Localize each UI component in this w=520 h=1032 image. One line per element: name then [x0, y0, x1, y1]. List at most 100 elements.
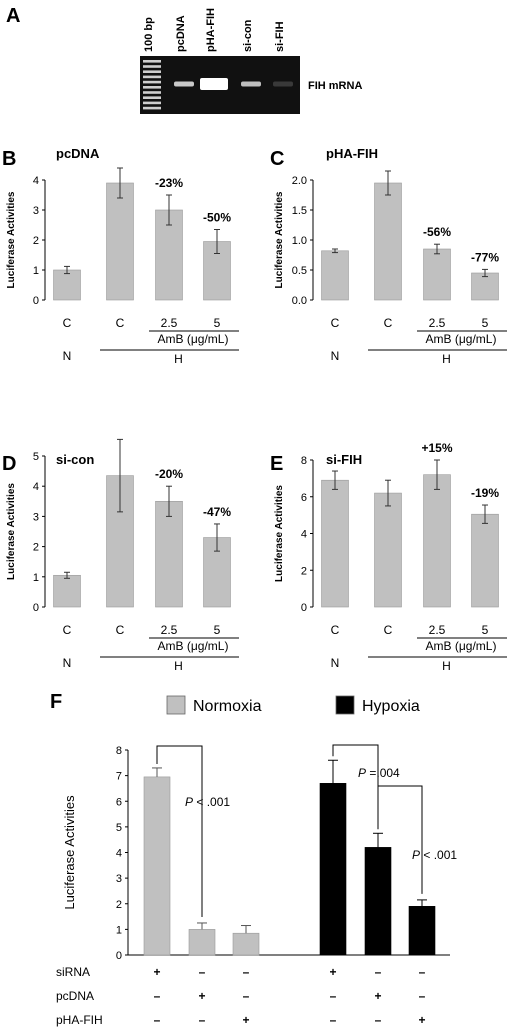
bar	[423, 474, 451, 608]
x-category-label: 5	[214, 316, 221, 330]
normoxia-label: N	[331, 656, 340, 670]
panel-label: D	[2, 453, 16, 475]
percent-annotation: -47%	[203, 505, 231, 519]
gel-lane-label: si-FIH	[274, 21, 286, 52]
chart-f: F Normoxia Hypoxia Luciferase Activities 0 1 2…	[50, 691, 457, 1027]
ladder-band	[143, 65, 161, 68]
panel-a: A 100 bp pcDNA pHA-FIH si-con si-FIH FIH mRN…	[6, 5, 362, 114]
bar	[53, 269, 81, 301]
y-tick-label: 0	[116, 950, 122, 962]
y-tick-label: 1	[116, 924, 122, 936]
percent-annotation: -20%	[155, 467, 183, 481]
bar	[374, 492, 402, 608]
treatment-sign: –	[199, 965, 206, 979]
bar	[471, 513, 499, 608]
fih-band	[174, 81, 194, 87]
x-category-label: 5	[482, 623, 489, 637]
hypoxia-label: H	[174, 352, 183, 366]
treatment-sign: +	[418, 1013, 425, 1027]
bar	[232, 932, 260, 956]
panel-label: F	[50, 691, 62, 713]
x-category-label: C	[384, 316, 393, 330]
x-category-label: 5	[214, 623, 221, 637]
y-tick-label: 0	[301, 602, 307, 614]
y-tick-label: 4	[301, 529, 307, 541]
ladder-band	[143, 75, 161, 79]
ladder-band	[143, 96, 161, 99]
x-category-label: 5	[482, 316, 489, 330]
percent-annotation: +15%	[421, 441, 452, 455]
bar	[374, 182, 402, 301]
bar	[53, 574, 81, 608]
p-value: P < .001	[412, 848, 457, 862]
bar	[106, 182, 134, 301]
treatment-sign: –	[243, 989, 250, 1003]
bar	[143, 776, 171, 956]
fih-band	[241, 81, 261, 87]
y-tick-label: 1.0	[292, 235, 307, 247]
chart-title: si-con	[56, 452, 94, 467]
bar	[423, 248, 451, 301]
p-value-text: =.004	[366, 766, 400, 780]
y-tick-label: 0	[33, 602, 39, 614]
y-axis-label: Luciferase Activities	[6, 483, 17, 580]
legend-label: Hypoxia	[362, 698, 420, 715]
bar	[155, 500, 183, 608]
fih-band	[273, 81, 293, 87]
panel-label: E	[270, 453, 283, 475]
x-category-label: 2.5	[429, 316, 446, 330]
ladder-band	[143, 91, 161, 94]
y-tick-label: 3	[33, 205, 39, 217]
y-tick-label: 7	[116, 771, 122, 783]
p-symbol: P	[412, 848, 420, 862]
chart-title: pcDNA	[56, 146, 100, 161]
percent-annotation: -19%	[471, 486, 499, 500]
treatment-sign: –	[330, 1013, 337, 1027]
treatment-row-label: pcDNA	[56, 989, 94, 1003]
y-axis-label: Luciferase Activities	[62, 795, 77, 910]
legend-swatch	[335, 695, 355, 715]
x-category-label: C	[331, 316, 340, 330]
bar	[321, 479, 349, 608]
treatment-sign: +	[198, 989, 205, 1003]
treatment-row-label: siRNA	[56, 965, 90, 979]
ladder-band	[143, 80, 161, 84]
x-category-label: 2.5	[161, 623, 178, 637]
treatment-sign: +	[242, 1013, 249, 1027]
bar	[364, 847, 392, 956]
gel-bands	[143, 60, 293, 110]
y-tick-label: 0	[33, 295, 39, 307]
y-tick-label: 2	[33, 542, 39, 554]
ladder-band	[143, 60, 161, 63]
percent-annotation: -50%	[203, 211, 231, 225]
ladder-band	[143, 106, 161, 110]
legend-swatch	[166, 695, 186, 715]
y-tick-label: 2	[301, 565, 307, 577]
gel-lane-label: pHA-FIH	[205, 8, 217, 52]
y-tick-label: 8	[116, 745, 122, 757]
gel-band-label: FIH mRNA	[308, 80, 362, 92]
y-tick-label: 3	[33, 511, 39, 523]
percent-annotation: -77%	[471, 250, 499, 264]
treatment-sign: +	[153, 965, 160, 979]
x-category-label: C	[116, 316, 125, 330]
normoxia-label: N	[63, 349, 72, 363]
treatment-sign: –	[375, 1013, 382, 1027]
p-value: P < .001	[185, 795, 230, 809]
y-tick-label: 4	[33, 481, 39, 493]
gel-lane-labels: 100 bp pcDNA pHA-FIH si-con si-FIH	[143, 8, 286, 52]
bar	[188, 929, 216, 956]
y-tick-label: 2	[33, 235, 39, 247]
y-tick-label: 2	[116, 899, 122, 911]
y-tick-label: 6	[116, 796, 122, 808]
hypoxia-label: H	[174, 659, 183, 673]
hypoxia-label: H	[442, 659, 451, 673]
treatment-sign: –	[154, 989, 161, 1003]
y-axis-label: Luciferase Activities	[274, 485, 285, 582]
x-category-label: C	[63, 316, 72, 330]
y-tick-label: 5	[116, 822, 122, 834]
percent-annotation: -56%	[423, 225, 451, 239]
